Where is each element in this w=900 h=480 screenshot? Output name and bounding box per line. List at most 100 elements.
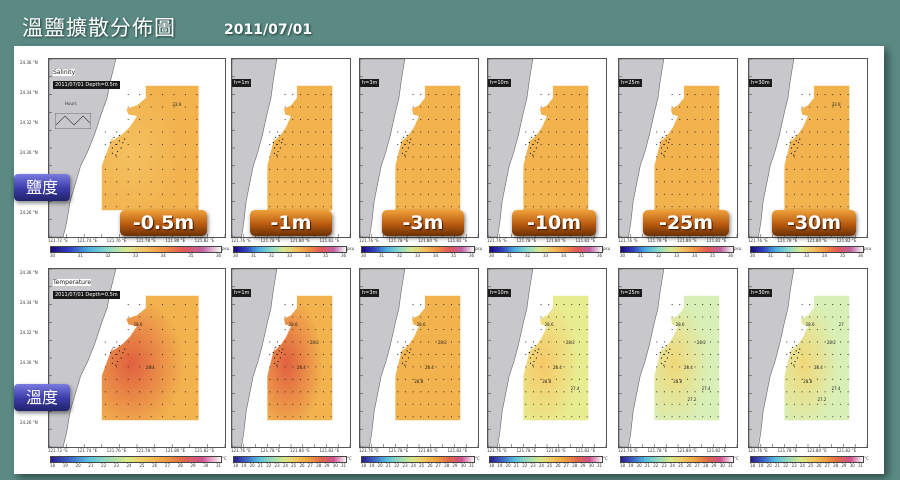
- map-plot: [619, 59, 737, 237]
- map-plot: [360, 59, 478, 237]
- depth-button-10m[interactable]: -10m: [512, 210, 596, 236]
- field-area: [267, 295, 333, 421]
- lat-tick-label: 24.36 °N: [20, 60, 38, 65]
- colorbar-tick: 28: [177, 463, 183, 468]
- lon-tick-label: 121.80 °E: [165, 448, 186, 453]
- colorbar-tick: 36: [728, 253, 734, 258]
- bay: [274, 112, 291, 141]
- axis-ticks: [619, 269, 737, 447]
- colorbar-tick: 26: [427, 463, 433, 468]
- contour-label: 27.4: [831, 386, 841, 392]
- temperature-colorbar: [50, 456, 222, 463]
- land-area: [488, 269, 534, 447]
- map-frame: 28.6 28.4 28.2 28.8 27.4 h=10m: [487, 268, 607, 448]
- station-grid: [525, 304, 588, 418]
- lat-tick-label: 24.34 °N: [20, 300, 38, 305]
- field-area: [654, 295, 720, 421]
- page-title: 溫鹽擴散分佈圖: [22, 16, 176, 40]
- contour-label: 33.9: [831, 101, 841, 107]
- colorbar-tick: 27: [164, 463, 171, 468]
- colorbar-tick: 31: [77, 253, 83, 258]
- contour-label: 28.4: [296, 365, 306, 371]
- bay: [530, 112, 547, 141]
- temperature-panel-4: 28.6 28.4 28.2 28.8 27.4 27.2 h=25m 121.76 °E 12…: [618, 268, 750, 468]
- land-area: [619, 59, 665, 237]
- lon-tick-label: 121.82 °E: [706, 448, 727, 453]
- lon-tick-label: 121.82 °E: [836, 448, 857, 453]
- panel-date-label: h=30m: [749, 289, 772, 297]
- station-grid: [269, 94, 332, 208]
- bay: [402, 112, 419, 141]
- land-area: [749, 269, 795, 447]
- station-grid: [269, 304, 332, 418]
- panel-title: Temperature: [53, 279, 92, 286]
- colorbar-tick: 31: [768, 253, 774, 258]
- map-plot: [232, 269, 350, 447]
- lon-tick-label: 121.78 °E: [777, 238, 798, 243]
- colorbar-tick: 22: [522, 463, 528, 468]
- lon-tick-label: 121.74 °E: [77, 448, 98, 453]
- colorbar-tick: 22: [101, 463, 107, 468]
- colorbar-tick: 32: [656, 253, 662, 258]
- colorbar-tick: 29: [580, 463, 586, 468]
- colorbar-tick: 25: [139, 463, 145, 468]
- panel-date-label: h=3m: [360, 79, 380, 87]
- lon-tick-label: 121.78 °E: [136, 238, 156, 243]
- contour-label: 28.6: [805, 322, 815, 328]
- bay: [112, 322, 137, 351]
- axis-ticks: [49, 269, 225, 447]
- lon-tick-label: 121.78 °E: [516, 238, 537, 243]
- colorbar-tick: 19: [62, 463, 68, 468]
- panel-date-label: h=10m: [488, 79, 511, 87]
- colorbar-tick: 25: [808, 463, 814, 468]
- depth-button-0-5m[interactable]: -0.5m: [120, 210, 207, 236]
- row-label-salinity[interactable]: 鹽度: [14, 174, 70, 201]
- temperature-panel-3: 28.6 28.4 28.2 28.8 27.4 h=10m 121.76 °E 121.78…: [487, 268, 619, 468]
- colorbar-tick: 21: [88, 463, 94, 468]
- colorbar-tick: 27: [563, 463, 569, 468]
- colorbar-tick: 35: [188, 253, 194, 258]
- contour-label: 28.8: [803, 379, 813, 385]
- colorbar-tick: 31: [728, 463, 734, 468]
- field-area: [654, 85, 720, 211]
- panel-date-label: h=10m: [488, 289, 511, 297]
- contour-label: 28.4: [683, 365, 693, 371]
- row-label-temperature[interactable]: 溫度: [14, 384, 70, 411]
- colorbar-tick: 27: [824, 463, 830, 468]
- depth-button-25m[interactable]: -25m: [643, 210, 729, 236]
- colorbar-unit: °C: [864, 456, 869, 461]
- colorbar-tick: 20: [249, 463, 255, 468]
- colorbar-tick: 23: [661, 463, 667, 468]
- land-area: [619, 269, 665, 447]
- lat-tick-label: 24.30 °N: [20, 360, 38, 365]
- map-frame: h=25m: [618, 58, 738, 238]
- depth-button-1m[interactable]: -1m: [250, 210, 332, 236]
- colorbar-tick: 34: [822, 253, 828, 258]
- colorbar-tick: 33: [804, 253, 810, 258]
- depth-button-30m[interactable]: -30m: [772, 210, 856, 236]
- colorbar-tick: 21: [513, 463, 520, 468]
- land-area: [232, 59, 278, 237]
- colorbar-tick: 27: [435, 463, 441, 468]
- land-area: [360, 59, 406, 237]
- lat-tick-label: 24.34 °N: [20, 90, 38, 95]
- colorbar-tick: 32: [105, 253, 111, 258]
- colorbar-tick: 35: [323, 253, 329, 258]
- lon-tick-label: 121.76 °E: [359, 448, 379, 453]
- depth-button-3m[interactable]: -3m: [382, 210, 464, 236]
- colorbar-tick: 30: [233, 253, 239, 258]
- lon-tick-label: 121.80 °E: [290, 448, 310, 453]
- axis-ticks: [360, 269, 478, 447]
- bay: [530, 322, 547, 351]
- colorbar-tick: 31: [379, 253, 385, 258]
- lon-tick-label: 121.82 °E: [836, 238, 857, 243]
- map-plot: [749, 59, 867, 237]
- map-frame: 28.6 28.4 28.2 28.8 27.4 27.2 h=25m: [618, 268, 738, 448]
- colorbar-tick: 21: [385, 463, 392, 468]
- lat-tick-label: 24.32 °N: [20, 120, 38, 125]
- colorbar-unit: psu: [222, 246, 230, 251]
- colorbar-tick: 20: [505, 463, 511, 468]
- bay: [274, 322, 291, 351]
- lon-tick-label: 121.78 °E: [388, 238, 409, 243]
- colorbar-unit: psu: [347, 246, 355, 251]
